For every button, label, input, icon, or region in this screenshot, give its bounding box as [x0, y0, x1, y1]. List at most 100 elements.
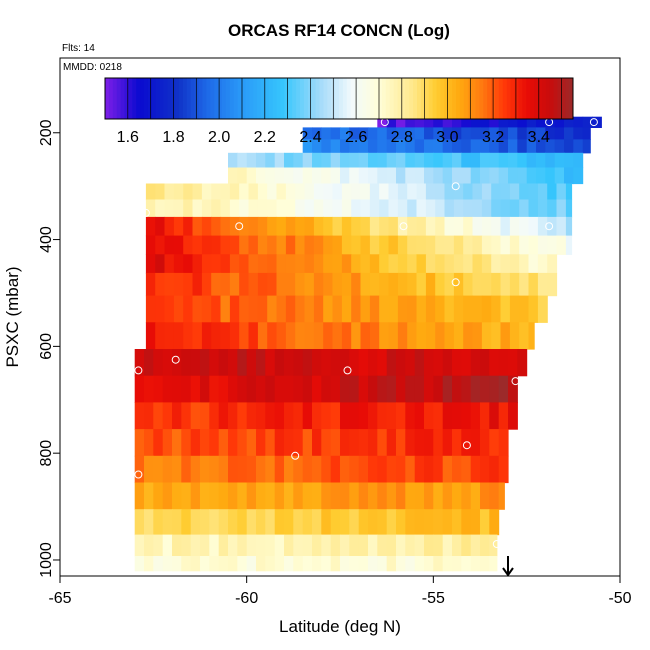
colorbar-segment — [327, 78, 332, 119]
heatmap-cell — [302, 127, 313, 140]
colorbar-segment — [323, 78, 328, 119]
heatmap-cell — [509, 183, 520, 201]
colorbar-segment — [342, 78, 348, 119]
heatmap-cell — [433, 152, 444, 169]
heatmap-cell — [209, 482, 220, 510]
heatmap-cell — [433, 482, 444, 510]
heatmap-cell — [183, 272, 194, 297]
heatmap-cell — [246, 482, 257, 510]
heatmap-cell — [293, 534, 304, 557]
heatmap-cell — [190, 455, 201, 484]
heatmap-cell — [237, 152, 248, 169]
heatmap-cell — [360, 235, 371, 255]
heatmap-cell — [377, 509, 388, 536]
sample-marker — [343, 366, 352, 375]
heatmap-cell — [276, 295, 287, 323]
heatmap-cell — [377, 482, 388, 510]
heatmap-cell — [489, 455, 500, 484]
heatmap-cell — [481, 254, 492, 274]
heatmap-cell — [164, 199, 175, 218]
heatmap-cell — [312, 534, 322, 557]
x-tick-label: -50 — [608, 590, 631, 607]
heatmap-cell — [536, 116, 546, 128]
heatmap-cell — [425, 322, 436, 350]
heatmap-cell — [377, 167, 388, 185]
heatmap-cell — [162, 349, 173, 377]
heatmap-cell — [386, 402, 397, 430]
heatmap-cell — [453, 254, 464, 274]
heatmap-cell — [321, 455, 332, 484]
heatmap-cell — [489, 127, 500, 140]
heatmap-cell — [293, 556, 304, 572]
heatmap-cell — [528, 183, 539, 201]
heatmap-cell — [481, 272, 492, 297]
colorbar-segment — [296, 78, 301, 119]
heatmap-cell — [340, 429, 350, 457]
heatmap-cell — [433, 116, 444, 128]
colorbar-segment — [545, 78, 551, 119]
heatmap-cell — [556, 235, 567, 255]
heatmap-cell — [349, 534, 360, 557]
heatmap-cell — [358, 455, 369, 484]
heatmap-cell — [340, 482, 350, 510]
heatmap-cell — [312, 139, 322, 154]
heatmap-cell — [369, 322, 380, 350]
colorbar-segment — [280, 78, 285, 119]
heatmap-cell — [265, 534, 276, 557]
heatmap-cell — [257, 254, 268, 274]
heatmap-cell — [545, 127, 556, 140]
heatmap-cell — [537, 272, 548, 297]
colorbar-segment — [284, 78, 289, 119]
heatmap-cell — [173, 295, 184, 323]
heatmap-cell — [368, 534, 378, 557]
heatmap-cell — [528, 199, 539, 218]
heatmap-cell — [397, 216, 408, 237]
heatmap-cell — [489, 402, 500, 430]
heatmap-cell — [564, 116, 574, 128]
heatmap-cell — [220, 199, 231, 218]
heatmap-cell — [358, 429, 369, 457]
heatmap-cell — [200, 455, 210, 484]
heatmap-cell — [461, 509, 472, 536]
heatmap-cell — [209, 556, 220, 572]
colorbar-segment — [214, 78, 219, 119]
heatmap-cell — [397, 295, 408, 323]
heatmap-cell — [463, 183, 474, 201]
heatmap-cell — [424, 127, 434, 140]
heatmap-cell — [405, 509, 416, 536]
heatmap-cell — [397, 272, 408, 297]
heatmap-cell — [369, 183, 380, 201]
heatmap-cell — [452, 349, 462, 377]
colorbar-segment — [436, 78, 441, 119]
heatmap-cell — [500, 272, 511, 297]
heatmap-cell — [386, 509, 397, 536]
heatmap-cell — [295, 235, 306, 255]
colorbar-segment — [147, 78, 153, 119]
heatmap-cell — [461, 375, 472, 403]
heatmap-cell — [237, 455, 248, 484]
sample-marker — [171, 355, 180, 364]
heatmap-cell — [461, 482, 472, 510]
heatmap-cell — [452, 429, 462, 457]
heatmap-cell — [377, 455, 388, 484]
x-axis: -65 -60 -55 -50 — [48, 576, 632, 607]
colorbar-segment — [526, 78, 531, 119]
heatmap-cell — [545, 139, 556, 154]
heatmap-cell — [257, 295, 268, 323]
heatmap-cell — [461, 152, 472, 169]
heatmap-cell — [405, 556, 416, 572]
heatmap-cell — [323, 254, 334, 274]
heatmap-cell — [134, 534, 145, 557]
heatmap-cell — [396, 509, 406, 536]
heatmap-cell — [369, 216, 380, 237]
heatmap-cell — [200, 556, 210, 572]
heatmap-cell — [220, 254, 231, 274]
colorbar-segment — [144, 78, 149, 119]
colorbar-segment — [225, 78, 231, 119]
heatmap-cell — [480, 402, 490, 430]
heatmap-cell — [517, 116, 528, 128]
heatmap-cell — [321, 349, 332, 377]
plot-frame — [59, 57, 621, 577]
heatmap-cell — [209, 429, 220, 457]
sample-marker — [511, 377, 520, 386]
